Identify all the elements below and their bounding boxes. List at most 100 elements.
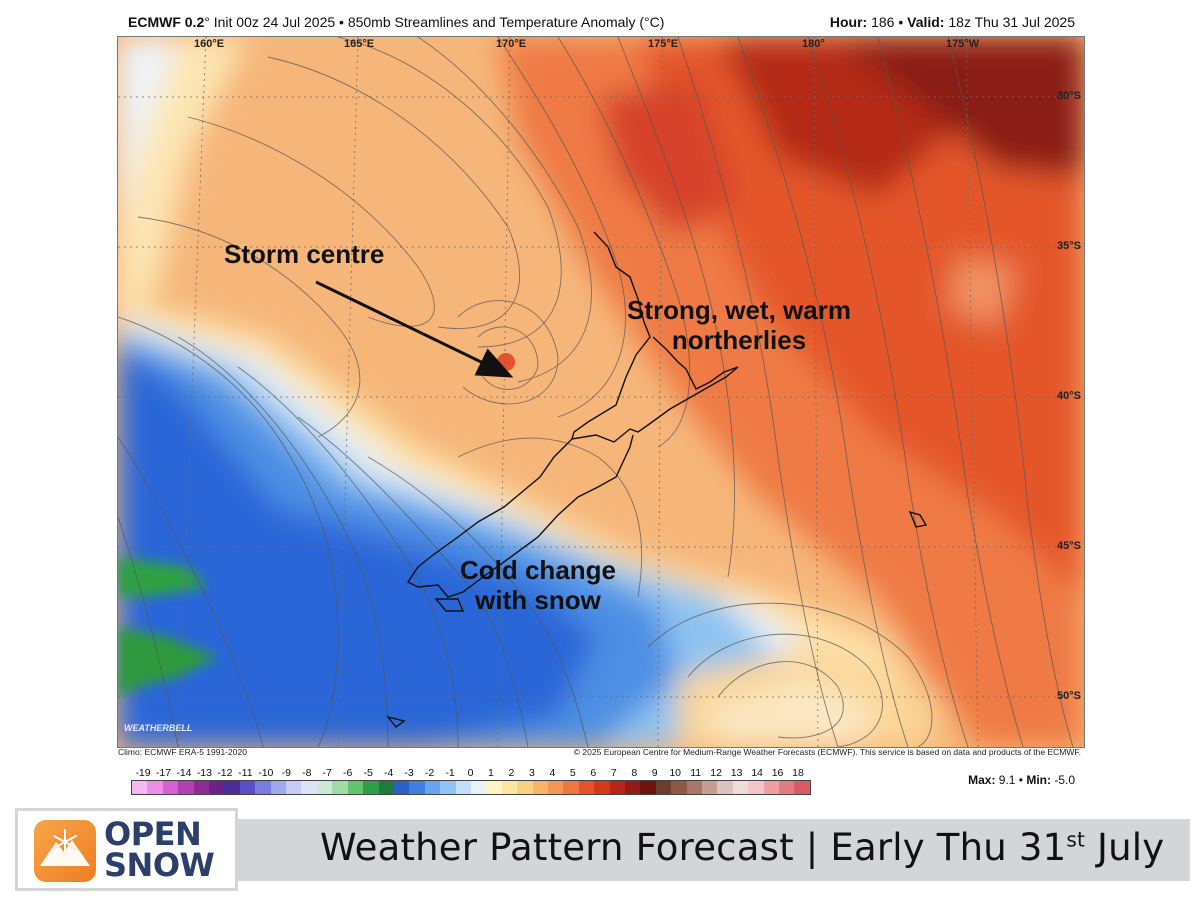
- colorbar-swatch: [779, 781, 795, 794]
- cold-change-line-2: with snow: [475, 585, 601, 615]
- climo-credit: Climo: ECMWF ERA-5 1991-2020: [118, 747, 247, 757]
- lat-label-30s: 30°S: [1057, 90, 1081, 102]
- new-zealand-coastline: [386, 231, 928, 728]
- footer-title-ordinal: st: [1066, 827, 1085, 852]
- colorbar-tick-label: 10: [669, 767, 682, 779]
- colorbar-swatch: [671, 781, 687, 794]
- colorbar-tick-label: 2: [508, 767, 515, 779]
- colorbar-tick-label: 6: [590, 767, 597, 779]
- opensnow-logo: OPEN SNOW: [15, 808, 238, 891]
- northerlies-line-1: Strong, wet, warm: [627, 295, 851, 325]
- colorbar-swatch: [640, 781, 656, 794]
- colorbar: [131, 780, 811, 795]
- map-canvas: [118, 37, 1084, 747]
- footer-banner: [236, 819, 1190, 881]
- colorbar-tick-label: 12: [710, 767, 722, 779]
- map-header-left: ECMWF 0.2° Init 00z 24 Jul 2025 • 850mb …: [128, 14, 664, 30]
- graticule: [118, 37, 1084, 747]
- lat-label-45s: 45°S: [1057, 540, 1081, 552]
- colorbar-tick-label: 16: [771, 767, 784, 779]
- colorbar-swatch: [224, 781, 240, 794]
- colorbar-tick-label: -6: [343, 767, 353, 779]
- colorbar-tick-label: 1: [488, 767, 494, 779]
- map-credits: Climo: ECMWF ERA-5 1991-2020 © 2025 Euro…: [117, 747, 1083, 759]
- colorbar-swatch: [563, 781, 579, 794]
- lon-label-180: 180°: [802, 38, 825, 50]
- colorbar-swatch: [409, 781, 425, 794]
- colorbar-swatch: [702, 781, 718, 794]
- colorbar-tick-label: -4: [383, 767, 394, 779]
- colorbar-swatch: [794, 781, 810, 794]
- northerlies-label: Strong, wet, warm northerlies: [609, 295, 869, 355]
- colorbar-swatch: [178, 781, 194, 794]
- storm-core: [497, 353, 515, 371]
- colorbar-tick-label: -13: [196, 767, 212, 779]
- colorbar-swatch: [393, 781, 410, 794]
- anomaly-shading: [118, 37, 1084, 747]
- colorbar-tick-label: -2: [424, 767, 435, 779]
- colorbar-swatch: [470, 781, 487, 794]
- colorbar-swatch: [286, 781, 302, 794]
- colorbar-tick-label: -10: [258, 767, 274, 779]
- model-name: ECMWF 0.2: [128, 14, 205, 30]
- min-value: -5.0: [1050, 773, 1075, 787]
- colorbar-swatch: [162, 781, 179, 794]
- lon-label-175e: 175°E: [648, 38, 679, 50]
- footer-title-main: Weather Pattern Forecast | Early Thu 31: [320, 826, 1067, 869]
- colorbar-tick-label: 9: [651, 767, 658, 779]
- header-details: ° Init 00z 24 Jul 2025 • 850mb Streamlin…: [204, 14, 665, 30]
- lat-label-50s: 50°S: [1057, 690, 1081, 702]
- footer-title-end: July: [1085, 826, 1165, 869]
- streamlines: [118, 37, 1074, 747]
- colorbar-swatch: [424, 781, 441, 794]
- colorbar-swatch: [440, 781, 456, 794]
- weatherbell-watermark: WEATHERBELL: [124, 723, 193, 733]
- colorbar-swatch: [501, 781, 518, 794]
- colorbar-tick-label: 0: [467, 767, 474, 779]
- colorbar-swatch: [301, 781, 317, 794]
- colorbar-tick-label: -17: [155, 767, 172, 779]
- colorbar-tick-label: -9: [281, 767, 291, 779]
- colorbar-tick-label: -14: [176, 767, 192, 779]
- colorbar-swatch: [625, 781, 641, 794]
- cold-change-label: Cold change with snow: [458, 555, 618, 615]
- colorbar-swatch: [732, 781, 749, 794]
- colorbar-tick-label: 8: [631, 767, 638, 779]
- colorbar-swatch: [347, 781, 364, 794]
- colorbar-tick-label: 7: [610, 767, 617, 779]
- max-label: Max:: [968, 773, 996, 787]
- colorbar-swatch: [209, 781, 225, 794]
- colorbar-tick-label: -12: [217, 767, 233, 779]
- colorbar-tick-label: -8: [302, 767, 312, 779]
- colorbar-tick-label: -1: [445, 767, 455, 779]
- green-cold-patches: [118, 557, 218, 697]
- lat-label-35s: 35°S: [1057, 240, 1081, 252]
- ecmwf-copyright: © 2025 European Centre for Medium-Range …: [573, 747, 1081, 757]
- footer-title: Weather Pattern Forecast | Early Thu 31s…: [320, 826, 1164, 869]
- colorbar-swatch: [132, 781, 148, 794]
- lat-label-40s: 40°S: [1057, 390, 1081, 402]
- colorbar-swatch: [686, 781, 703, 794]
- colorbar-swatch: [147, 781, 163, 794]
- colorbar-tick-label: -7: [322, 767, 332, 779]
- colorbar-swatch: [532, 781, 548, 794]
- storm-centre-arrow: [315, 280, 514, 378]
- storm-centre-label: Storm centre: [224, 239, 385, 269]
- colorbar-swatch: [547, 781, 564, 794]
- colorbar-tick-label: 5: [569, 767, 576, 779]
- colorbar-swatch: [748, 781, 764, 794]
- valid-label: Valid:: [907, 14, 945, 30]
- weather-map: 160°E 165°E 170°E 175°E 180° 175°W 30°S …: [117, 36, 1085, 748]
- colorbar-tick-label: 14: [751, 767, 763, 779]
- colorbar-swatch: [455, 781, 471, 794]
- colorbar-tick-label: 4: [549, 767, 556, 779]
- colorbar-tick-label: -3: [404, 767, 414, 779]
- lon-label-160e: 160°E: [194, 38, 225, 50]
- logo-wordmark: OPEN SNOW: [104, 815, 215, 881]
- logo-word-open: OPEN: [104, 815, 202, 853]
- colorbar-swatch: [255, 781, 271, 794]
- colorbar-swatch: [270, 781, 287, 794]
- colorbar-swatch: [378, 781, 394, 794]
- colorbar-tick-label: -5: [363, 767, 373, 779]
- colorbar-swatch: [594, 781, 610, 794]
